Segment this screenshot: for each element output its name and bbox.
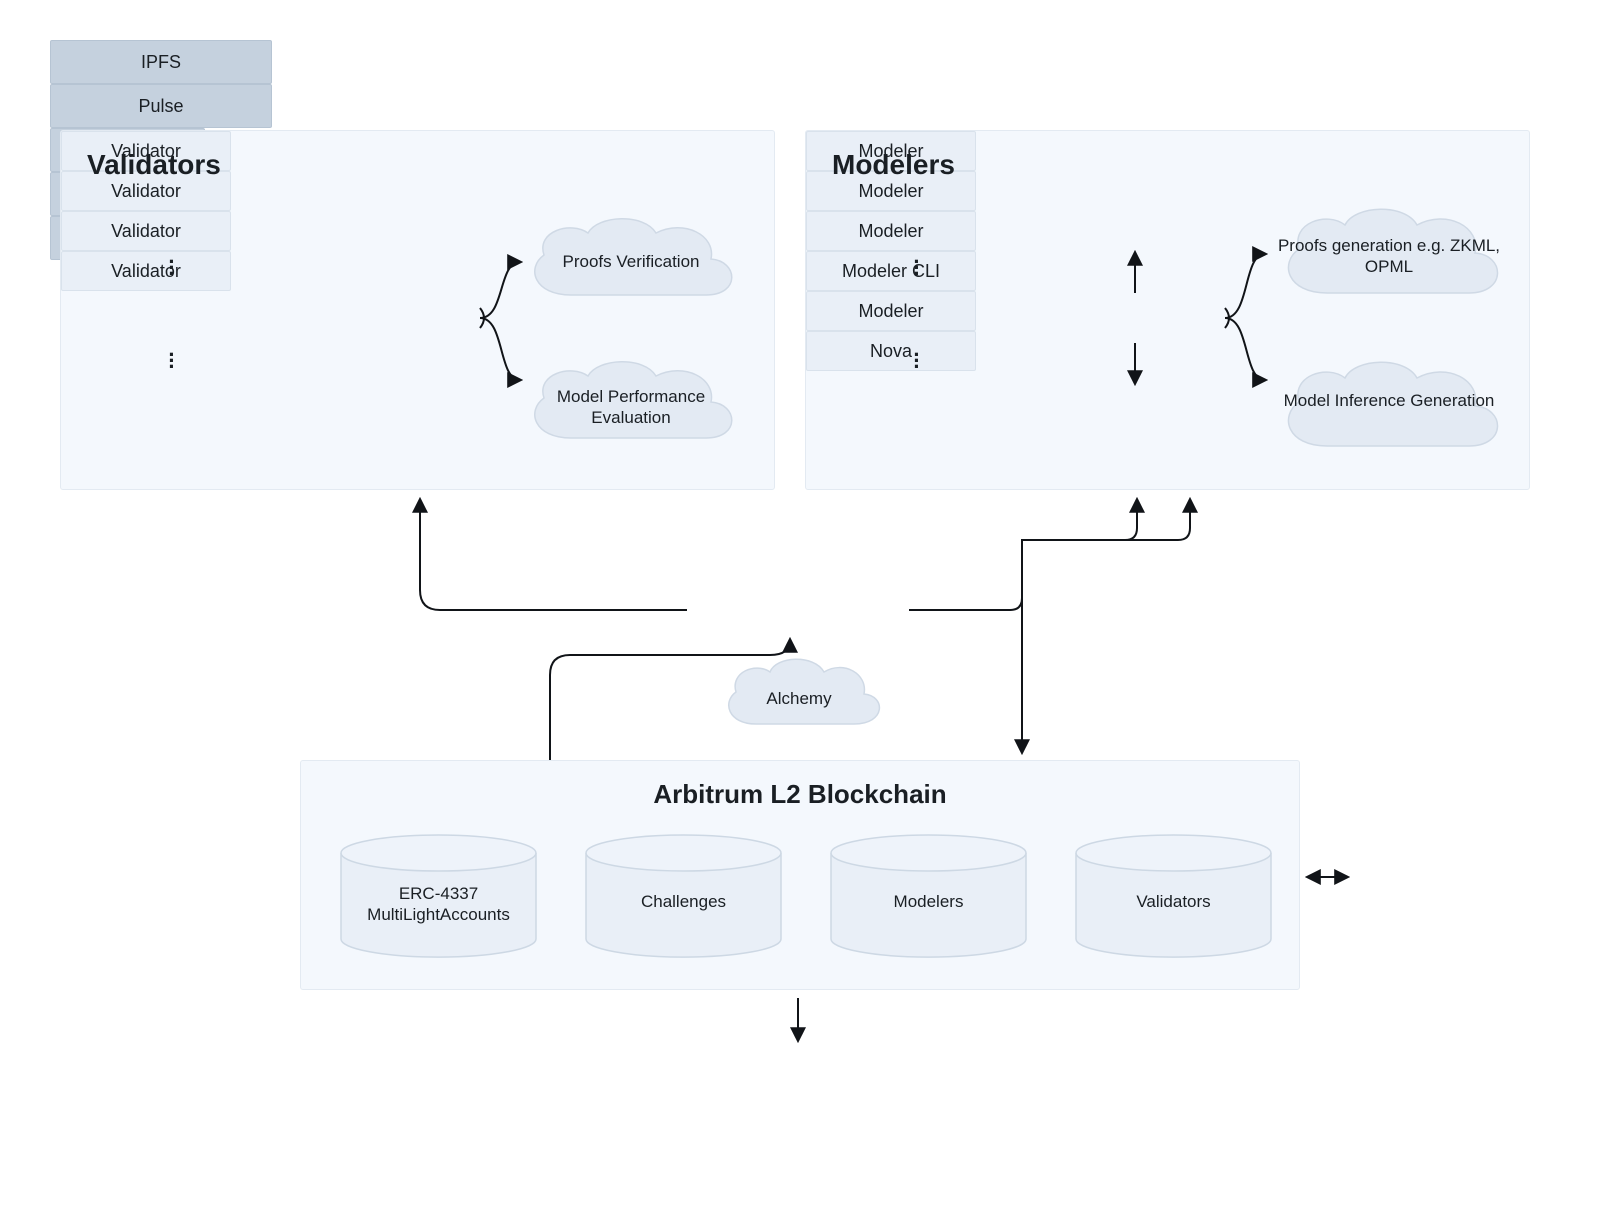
l2-panel: Arbitrum L2 Blockchain ERC-4337 MultiLig…	[300, 760, 1300, 990]
cyl-challenges: Challenges	[576, 831, 791, 961]
modeler-cli: Modeler CLI	[806, 251, 976, 291]
cyl-challenges-label: Challenges	[576, 891, 791, 912]
cloud-proofs-verification-label: Proofs Verification	[516, 251, 746, 272]
cloud-proofs-gen-label: Proofs generation e.g. ZKML, OPML	[1269, 235, 1509, 278]
modeler-item-3: Modeler	[806, 211, 976, 251]
mvdots-1: ···	[910, 259, 924, 277]
modeler-nova-label: Nova	[870, 341, 912, 362]
validator-item-3: Validator	[61, 211, 231, 251]
l2-title: Arbitrum L2 Blockchain	[301, 779, 1299, 810]
cloud-model-perf-label: Model Performance Evaluation	[516, 386, 746, 429]
mvdots-2: ···	[910, 352, 924, 370]
cyl-modelers: Modelers	[821, 831, 1036, 961]
cloud-model-perf: Model Performance Evaluation	[516, 356, 746, 458]
cyl-validators: Validators	[1066, 831, 1281, 961]
validators-title: Validators	[87, 149, 221, 181]
vdots-1: ···	[165, 259, 179, 277]
ipfs-label: IPFS	[141, 52, 181, 73]
cloud-proofs-gen: Proofs generation e.g. ZKML, OPML	[1269, 203, 1509, 313]
cyl-modelers-label: Modelers	[821, 891, 1036, 912]
cyl-validators-label: Validators	[1066, 891, 1281, 912]
modeler-item-2-label: Modeler	[858, 181, 923, 202]
diagram-stage: IPFS Validators Validator ··· Validator …	[50, 40, 1550, 1190]
validators-panel: Validators Validator ··· Validator ··· V…	[60, 130, 775, 490]
validator-item-2-label: Validator	[111, 181, 181, 202]
modelers-title: Modelers	[832, 149, 955, 181]
vdots-2: ···	[165, 352, 179, 370]
cloud-inference-label: Model Inference Generation	[1269, 390, 1509, 411]
cloud-alchemy: Alchemy	[714, 654, 884, 739]
modeler-center: Modeler	[806, 291, 976, 331]
pulse-label: Pulse	[138, 96, 183, 117]
cyl-erc4337: ERC-4337 MultiLightAccounts	[331, 831, 546, 961]
modeler-nova: Nova	[806, 331, 976, 371]
cyl-erc4337-label: ERC-4337 MultiLightAccounts	[331, 883, 546, 926]
cloud-inference: Model Inference Generation	[1269, 356, 1509, 466]
validator-center: Validator	[61, 251, 231, 291]
cloud-alchemy-label: Alchemy	[714, 688, 884, 709]
modeler-item-3-label: Modeler	[858, 221, 923, 242]
ipfs-box: IPFS	[50, 40, 272, 84]
cloud-proofs-verification: Proofs Verification	[516, 213, 746, 315]
modelers-panel: Modelers Modeler ··· Modeler ··· Modeler…	[805, 130, 1530, 490]
modeler-cli-label: Modeler CLI	[842, 261, 940, 282]
pulse-box: Pulse	[50, 84, 272, 128]
validator-item-3-label: Validator	[111, 221, 181, 242]
modeler-center-label: Modeler	[858, 301, 923, 322]
